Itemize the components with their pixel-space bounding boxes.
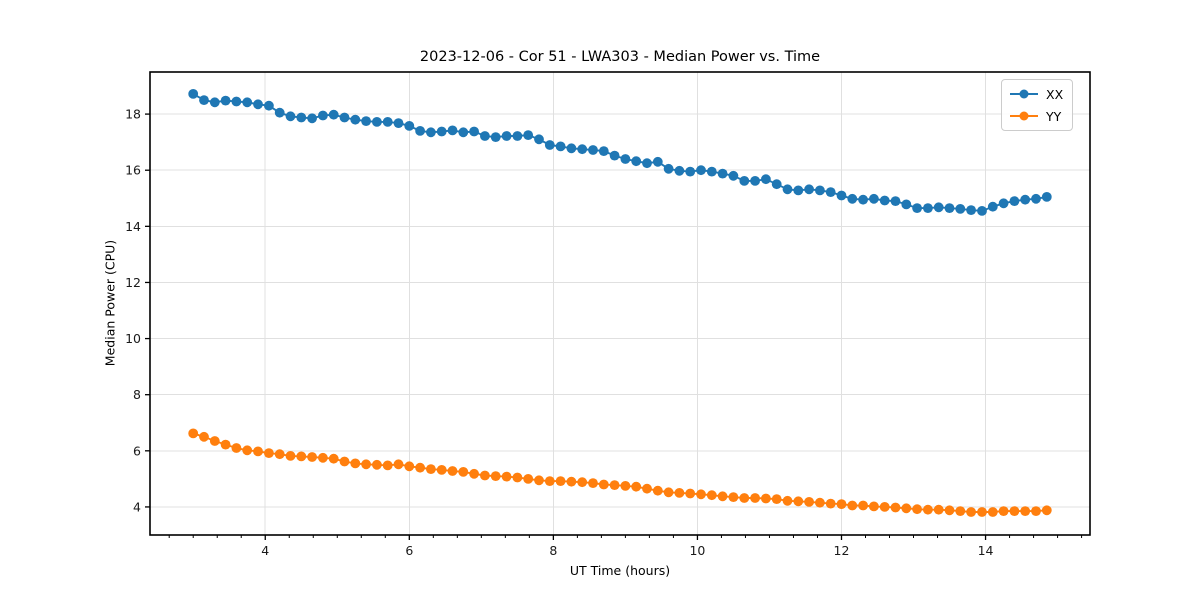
legend-item-yy: YY bbox=[1009, 106, 1063, 126]
svg-text:16: 16 bbox=[125, 163, 141, 178]
svg-text:6: 6 bbox=[405, 543, 413, 558]
svg-text:10: 10 bbox=[689, 543, 705, 558]
legend: XX YY bbox=[1001, 79, 1074, 131]
svg-text:12: 12 bbox=[834, 543, 850, 558]
svg-text:8: 8 bbox=[133, 387, 141, 402]
svg-text:14: 14 bbox=[978, 543, 994, 558]
legend-item-xx: XX bbox=[1009, 84, 1063, 104]
legend-marker-xx bbox=[1010, 89, 1038, 99]
chart-title: 2023-12-06 - Cor 51 - LWA303 - Median Po… bbox=[419, 49, 821, 65]
x-axis-label: UT Time (hours) bbox=[569, 563, 671, 578]
legend-label-yy: YY bbox=[1046, 108, 1062, 124]
svg-text:8: 8 bbox=[549, 543, 557, 558]
legend-label-xx: XX bbox=[1046, 86, 1064, 102]
svg-text:18: 18 bbox=[125, 107, 141, 122]
legend-marker-yy bbox=[1010, 111, 1038, 121]
svg-text:6: 6 bbox=[133, 443, 141, 458]
svg-text:4: 4 bbox=[133, 499, 141, 514]
svg-text:12: 12 bbox=[125, 275, 141, 290]
svg-text:10: 10 bbox=[125, 331, 141, 346]
svg-text:4: 4 bbox=[261, 543, 269, 558]
svg-text:14: 14 bbox=[125, 219, 141, 234]
